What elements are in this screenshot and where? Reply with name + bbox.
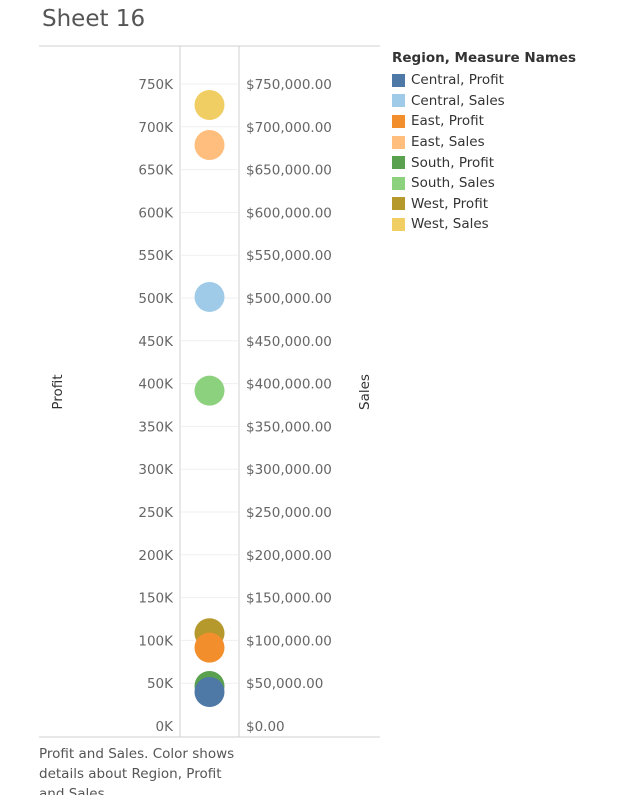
right-tick-label: $200,000.00 bbox=[246, 548, 332, 564]
left-tick-label: 450K bbox=[138, 334, 174, 350]
data-point-east-profit bbox=[194, 632, 225, 663]
right-tick-label: $500,000.00 bbox=[246, 291, 332, 307]
legend-item[interactable]: South, Sales bbox=[392, 173, 576, 194]
right-tick-label: $650,000.00 bbox=[246, 163, 332, 179]
page-title: Sheet 16 bbox=[42, 6, 146, 32]
right-tick-label: $250,000.00 bbox=[246, 505, 332, 521]
right-tick-label: $50,000.00 bbox=[246, 676, 323, 692]
legend-items: Central, Profit Central, Sales East, Profi… bbox=[392, 70, 576, 235]
right-tick-label: $600,000.00 bbox=[246, 205, 332, 221]
legend: Region, Measure Names Central, Profit Cen… bbox=[392, 50, 576, 235]
legend-item[interactable]: Central, Sales bbox=[392, 91, 576, 112]
legend-label: West, Profit bbox=[411, 195, 488, 212]
legend-label: East, Profit bbox=[411, 113, 484, 130]
legend-label: West, Sales bbox=[411, 216, 489, 233]
right-tick-label: $550,000.00 bbox=[246, 248, 332, 264]
data-point-central-sales bbox=[194, 281, 225, 312]
left-tick-label: 400K bbox=[138, 377, 174, 393]
legend-item[interactable]: South, Profit bbox=[392, 152, 576, 173]
data-point-south-sales bbox=[194, 375, 225, 406]
left-tick-label: 250K bbox=[138, 505, 174, 521]
legend-swatch bbox=[392, 217, 405, 231]
right-tick-label: $400,000.00 bbox=[246, 377, 332, 393]
right-tick-label: $300,000.00 bbox=[246, 462, 332, 478]
legend-swatch bbox=[392, 197, 405, 211]
y-right-axis-title: Sales bbox=[357, 374, 373, 410]
legend-label: Central, Profit bbox=[411, 72, 504, 89]
left-tick-label: 50K bbox=[147, 676, 174, 692]
legend-swatch bbox=[392, 156, 405, 170]
right-tick-label: $100,000.00 bbox=[246, 633, 332, 649]
legend-item[interactable]: Central, Profit bbox=[392, 70, 576, 91]
legend-item[interactable]: West, Sales bbox=[392, 214, 576, 235]
data-point-east-sales bbox=[194, 129, 225, 160]
legend-item[interactable]: East, Sales bbox=[392, 132, 576, 153]
legend-swatch bbox=[392, 73, 405, 87]
left-tick-label: 500K bbox=[138, 291, 174, 307]
legend-swatch bbox=[392, 94, 405, 108]
data-point-central-profit bbox=[194, 677, 225, 708]
legend-swatch bbox=[392, 176, 405, 190]
y-left-axis-title: Profit bbox=[50, 374, 66, 409]
left-tick-label: 100K bbox=[138, 633, 174, 649]
left-tick-label: 300K bbox=[138, 462, 174, 478]
right-tick-label: $350,000.00 bbox=[246, 419, 332, 435]
left-tick-label: 600K bbox=[138, 205, 174, 221]
left-tick-label: 200K bbox=[138, 548, 174, 564]
legend-label: South, Profit bbox=[411, 154, 495, 171]
right-tick-label: $0.00 bbox=[246, 719, 285, 735]
left-tick-label: 0K bbox=[156, 719, 175, 735]
legend-item[interactable]: East, Profit bbox=[392, 111, 576, 132]
legend-swatch bbox=[392, 114, 405, 128]
left-tick-label: 700K bbox=[138, 120, 174, 136]
legend-item[interactable]: West, Profit bbox=[392, 194, 576, 215]
legend-label: Central, Sales bbox=[411, 92, 505, 109]
right-tick-label: $150,000.00 bbox=[246, 591, 332, 607]
left-tick-label: 750K bbox=[138, 77, 174, 93]
legend-label: South, Sales bbox=[411, 175, 495, 192]
left-tick-label: 350K bbox=[138, 419, 174, 435]
chart-caption: Profit and Sales. Color shows details ab… bbox=[39, 746, 235, 795]
left-tick-label: 150K bbox=[138, 591, 174, 607]
right-tick-label: $750,000.00 bbox=[246, 77, 332, 93]
right-tick-label: $700,000.00 bbox=[246, 120, 332, 136]
left-tick-label: 550K bbox=[138, 248, 174, 264]
legend-title: Region, Measure Names bbox=[392, 50, 577, 66]
legend-swatch bbox=[392, 135, 405, 149]
data-point-west-sales bbox=[194, 90, 225, 121]
legend-label: East, Sales bbox=[411, 134, 485, 151]
right-tick-label: $450,000.00 bbox=[246, 334, 332, 350]
left-tick-label: 650K bbox=[138, 163, 174, 179]
